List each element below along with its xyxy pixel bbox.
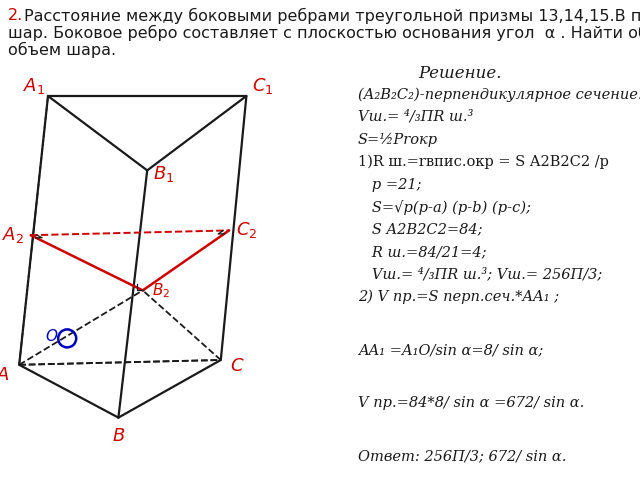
Text: 2) V пр.=S перп.сеч.*AA₁ ;: 2) V пр.=S перп.сеч.*AA₁ ; xyxy=(358,290,559,304)
Text: AA₁ =A₁O/sin α=8/ sin α;: AA₁ =A₁O/sin α=8/ sin α; xyxy=(358,343,543,357)
Text: Решение.: Решение. xyxy=(418,65,502,82)
Text: Ответ: 256Π/3; 672/ sin α.: Ответ: 256Π/3; 672/ sin α. xyxy=(358,449,566,463)
Text: $\mathit{A}_1$: $\mathit{A}_1$ xyxy=(23,76,45,96)
Text: p =21;: p =21; xyxy=(358,178,422,192)
Text: $\mathit{A}_2$: $\mathit{A}_2$ xyxy=(2,225,24,245)
Text: $\mathit{B}_1$: $\mathit{B}_1$ xyxy=(152,164,174,184)
Text: S A2B2C2=84;: S A2B2C2=84; xyxy=(358,223,483,237)
Text: 2.: 2. xyxy=(8,8,23,23)
Text: Vш.= ⁴/₃ΠR ш.³: Vш.= ⁴/₃ΠR ш.³ xyxy=(358,110,474,124)
Text: шар. Боковое ребро составляет с плоскостью основания угол  α . Найти объем призм: шар. Боковое ребро составляет с плоскост… xyxy=(8,25,640,41)
Text: S=½Prокр: S=½Prокр xyxy=(358,132,438,147)
Text: $O$: $O$ xyxy=(45,328,58,345)
Text: (A₂B₂C₂)-перпендикулярное сечение.: (A₂B₂C₂)-перпендикулярное сечение. xyxy=(358,87,640,102)
Text: Расстояние между боковыми ребрами треугольной призмы 13,14,15.В призму вписан: Расстояние между боковыми ребрами треуго… xyxy=(24,8,640,24)
Text: $\mathit{B}$: $\mathit{B}$ xyxy=(112,427,125,444)
Text: $\mathit{A}$: $\mathit{A}$ xyxy=(0,366,10,384)
Text: Vш.= ⁴/₃ΠR ш.³; Vш.= 256Π/3;: Vш.= ⁴/₃ΠR ш.³; Vш.= 256Π/3; xyxy=(358,267,602,281)
Text: R ш.=84/21=4;: R ш.=84/21=4; xyxy=(358,245,486,259)
Text: $\mathit{C}_1$: $\mathit{C}_1$ xyxy=(252,76,273,96)
Text: $C_2$: $C_2$ xyxy=(236,220,258,240)
Text: V пр.=84*8/ sin α =672/ sin α.: V пр.=84*8/ sin α =672/ sin α. xyxy=(358,396,584,410)
Text: $B_2$: $B_2$ xyxy=(152,281,170,300)
Text: объем шара.: объем шара. xyxy=(8,42,116,58)
Text: $C$: $C$ xyxy=(230,357,244,375)
Text: S=√p(p-a) (p-b) (p-c);: S=√p(p-a) (p-b) (p-c); xyxy=(358,200,531,215)
Text: 1)R ш.=rвпис.окр = S A2B2C2 /p: 1)R ш.=rвпис.окр = S A2B2C2 /p xyxy=(358,155,609,169)
